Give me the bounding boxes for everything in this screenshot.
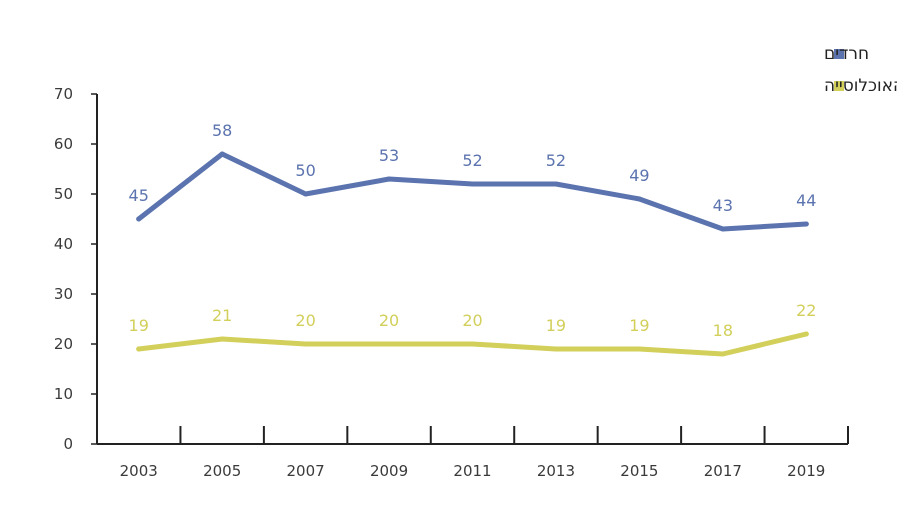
data-point — [219, 336, 225, 342]
data-point — [803, 221, 809, 227]
y-tick-label: 70 — [54, 85, 73, 103]
data-label: 52 — [546, 151, 566, 170]
data-label: 58 — [212, 121, 232, 140]
x-tick-label: 2019 — [787, 462, 825, 480]
y-axis-ticks: 0 10 20 30 40 50 60 70 — [54, 85, 97, 453]
x-tick-label: 2009 — [370, 462, 408, 480]
data-label: 20 — [379, 311, 399, 330]
data-point — [136, 216, 142, 222]
y-tick-label: 10 — [54, 385, 73, 403]
legend-swatch-series-1 — [834, 81, 844, 91]
data-label: 44 — [796, 191, 816, 210]
data-label: 49 — [629, 166, 649, 185]
data-point — [470, 181, 475, 187]
x-tick-label: 2003 — [120, 462, 158, 480]
data-label: 50 — [295, 161, 315, 180]
data-point — [303, 191, 309, 197]
x-tick-label: 2005 — [203, 462, 241, 480]
y-tick-label: 60 — [54, 135, 73, 153]
data-label: 45 — [129, 186, 149, 205]
data-point — [136, 346, 142, 352]
data-point — [219, 151, 225, 157]
y-tick-label: 40 — [54, 235, 73, 253]
x-axis-ticks: 2003 2005 2007 2009 2011 2013 2015 2017 2019 — [120, 426, 849, 480]
data-label: 43 — [713, 196, 733, 215]
data-label: 52 — [462, 151, 482, 170]
legend-label-series-1: כלל האוכלוסייה — [824, 76, 897, 96]
data-point — [803, 331, 809, 337]
x-tick-label: 2007 — [287, 462, 325, 480]
data-point — [553, 346, 559, 352]
axes — [96, 94, 848, 445]
data-point — [386, 341, 392, 347]
data-point — [553, 181, 559, 187]
legend-swatch-series-0 — [834, 49, 844, 59]
data-point — [636, 346, 642, 352]
data-label: 18 — [713, 321, 733, 340]
y-tick-label: 30 — [54, 285, 73, 303]
data-label: 19 — [129, 316, 149, 335]
data-label: 19 — [546, 316, 566, 335]
data-point — [470, 341, 475, 347]
data-point — [636, 196, 642, 202]
legend: חרדים כלל האוכלוסייה — [824, 44, 897, 96]
data-point — [386, 176, 392, 182]
data-point — [720, 351, 726, 357]
y-tick-label: 20 — [54, 335, 73, 353]
data-label: 20 — [295, 311, 315, 330]
x-tick-label: 2017 — [704, 462, 742, 480]
x-tick-label: 2011 — [453, 462, 491, 480]
data-label: 53 — [379, 146, 399, 165]
legend-label-series-0: חרדים — [824, 44, 869, 64]
y-tick-label: 0 — [63, 435, 73, 453]
data-label: 22 — [796, 301, 816, 320]
data-point — [303, 341, 309, 347]
data-label: 19 — [629, 316, 649, 335]
x-tick-label: 2015 — [620, 462, 658, 480]
data-label: 20 — [462, 311, 482, 330]
data-label: 21 — [212, 306, 232, 325]
x-tick-label: 2013 — [537, 462, 575, 480]
y-tick-label: 50 — [54, 185, 73, 203]
data-labels: 45 58 50 53 52 52 49 43 44 19 21 20 20 20 19 19 18 22 — [129, 121, 817, 340]
series-lines — [136, 151, 809, 357]
data-point — [720, 226, 726, 232]
